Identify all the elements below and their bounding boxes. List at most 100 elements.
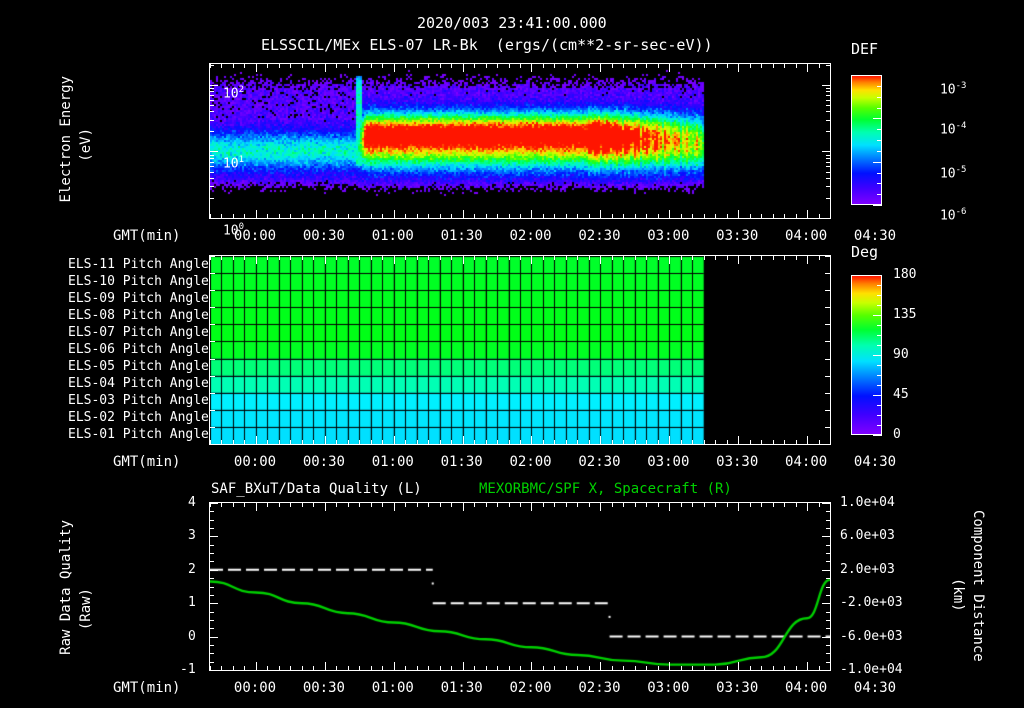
axis-tick bbox=[826, 100, 831, 101]
axis-tick bbox=[209, 186, 214, 187]
axis-tick bbox=[750, 502, 751, 507]
axis-tick bbox=[302, 502, 303, 507]
axis-tick bbox=[359, 440, 360, 445]
axis-tick bbox=[313, 440, 314, 445]
axis-tick bbox=[819, 502, 820, 507]
spectrogram-ylabel-line2: (eV) bbox=[78, 128, 94, 162]
xtick-label: 04:00 bbox=[785, 454, 828, 470]
axis-tick bbox=[826, 162, 831, 163]
axis-tick bbox=[796, 440, 797, 445]
axis-tick bbox=[302, 440, 303, 445]
axis-tick bbox=[279, 440, 280, 445]
axis-tick bbox=[451, 214, 452, 219]
xtick-label: 02:30 bbox=[578, 454, 621, 470]
bottom-ytick-left: -1 bbox=[180, 662, 196, 677]
axis-tick bbox=[600, 63, 601, 72]
axis-tick bbox=[279, 214, 280, 219]
axis-tick bbox=[577, 502, 578, 507]
pitch-angle-row-label: ELS-02 Pitch Angle bbox=[68, 410, 209, 426]
axis-tick bbox=[826, 131, 831, 132]
axis-tick bbox=[209, 528, 214, 529]
axis-tick bbox=[825, 427, 831, 428]
bottom-ytick-right: -2.0e+03 bbox=[840, 595, 903, 611]
axis-tick bbox=[830, 255, 831, 260]
axis-tick bbox=[233, 214, 234, 219]
axis-tick bbox=[209, 158, 214, 159]
axis-tick bbox=[348, 440, 349, 445]
axis-tick bbox=[233, 255, 234, 260]
axis-tick bbox=[830, 214, 831, 219]
axis-tick bbox=[394, 502, 395, 511]
axis-tick bbox=[382, 255, 383, 260]
axis-tick bbox=[233, 63, 234, 68]
xtick-label: 02:00 bbox=[509, 680, 552, 696]
axis-tick bbox=[405, 502, 406, 507]
axis-tick bbox=[819, 63, 820, 68]
pitch-angle-row-label: ELS-10 Pitch Angle bbox=[68, 273, 209, 289]
xtick-label: 00:00 bbox=[233, 454, 277, 470]
xtick-label: 03:30 bbox=[716, 680, 759, 696]
axis-tick bbox=[612, 440, 613, 445]
axis-tick bbox=[209, 653, 214, 654]
axis-tick bbox=[825, 376, 831, 377]
axis-tick bbox=[761, 63, 762, 68]
axis-tick bbox=[348, 255, 349, 260]
axis-tick bbox=[566, 502, 567, 507]
axis-tick bbox=[826, 612, 831, 613]
axis-tick bbox=[635, 214, 636, 219]
axis-tick bbox=[623, 440, 624, 445]
axis-tick bbox=[209, 198, 214, 199]
axis-tick bbox=[826, 111, 831, 112]
axis-tick bbox=[715, 502, 716, 507]
axis-tick bbox=[826, 553, 831, 554]
axis-tick bbox=[826, 120, 831, 121]
axis-tick bbox=[600, 502, 601, 511]
deg-colorbar-tick: 135 bbox=[893, 307, 917, 322]
bottom-xaxis-label: GMT(min) bbox=[113, 680, 181, 696]
spectrogram-image bbox=[210, 64, 830, 218]
axis-tick bbox=[669, 63, 670, 72]
axis-tick bbox=[279, 502, 280, 507]
axis-tick bbox=[209, 503, 218, 504]
axis-tick bbox=[417, 255, 418, 260]
bottom-ytick-left: 4 bbox=[188, 495, 196, 510]
axis-tick bbox=[417, 440, 418, 445]
axis-tick bbox=[302, 63, 303, 68]
axis-tick bbox=[486, 666, 487, 671]
axis-tick bbox=[822, 503, 831, 504]
axis-tick bbox=[715, 63, 716, 68]
axis-tick bbox=[600, 662, 601, 671]
axis-tick bbox=[509, 666, 510, 671]
axis-tick bbox=[738, 436, 739, 445]
axis-tick bbox=[509, 502, 510, 507]
axis-tick bbox=[371, 440, 372, 445]
xtick-label: 02:30 bbox=[578, 228, 621, 244]
axis-tick bbox=[646, 502, 647, 507]
axis-tick bbox=[244, 214, 245, 219]
axis-tick bbox=[566, 63, 567, 68]
axis-tick bbox=[209, 88, 214, 89]
axis-tick bbox=[825, 410, 831, 411]
xtick-label: 04:30 bbox=[853, 680, 897, 696]
spectrogram-xaxis-label: GMT(min) bbox=[113, 228, 181, 244]
axis-tick bbox=[497, 502, 498, 507]
xtick-label: 03:00 bbox=[647, 228, 690, 244]
axis-tick bbox=[825, 307, 831, 308]
axis-tick bbox=[451, 440, 452, 445]
axis-tick bbox=[497, 214, 498, 219]
axis-tick bbox=[451, 502, 452, 507]
bottom-ytick-right: 1.0e+04 bbox=[840, 495, 895, 510]
axis-tick bbox=[474, 255, 475, 260]
axis-tick bbox=[209, 273, 215, 274]
axis-tick bbox=[302, 255, 303, 260]
axis-tick bbox=[658, 666, 659, 671]
axis-tick bbox=[807, 255, 808, 264]
axis-tick bbox=[209, 553, 214, 554]
axis-tick bbox=[826, 105, 831, 106]
axis-tick bbox=[600, 436, 601, 445]
axis-tick bbox=[394, 63, 395, 72]
def-tick-0: 10-3 bbox=[939, 81, 967, 98]
axis-tick bbox=[290, 440, 291, 445]
axis-tick bbox=[796, 214, 797, 219]
axis-tick bbox=[750, 214, 751, 219]
